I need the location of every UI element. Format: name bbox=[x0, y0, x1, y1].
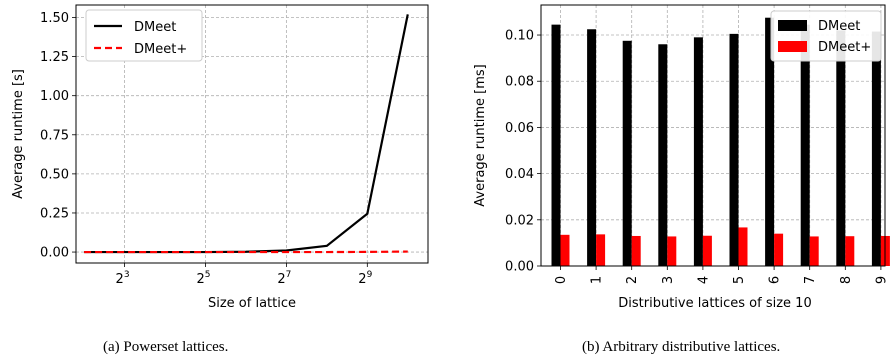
bar-dmeet-plus bbox=[809, 236, 819, 266]
x-tick-label: 23 bbox=[116, 270, 130, 287]
x-tick-label: 1 bbox=[590, 276, 605, 284]
x-axis-label: Distributive lattices of size 10 bbox=[618, 296, 811, 311]
x-tick-label: 4 bbox=[696, 276, 711, 284]
x-tick-label: 7 bbox=[803, 276, 818, 284]
bar-dmeet bbox=[587, 29, 597, 266]
plot-frame bbox=[540, 4, 886, 267]
x-tick-label: 29 bbox=[358, 270, 372, 287]
caption-left: (a) Powerset lattices. bbox=[103, 339, 229, 355]
x-tick-label: 0 bbox=[554, 276, 569, 284]
y-tick-label: 0.25 bbox=[40, 206, 69, 221]
bar-dmeet bbox=[693, 37, 703, 266]
y-tick-label: 0.75 bbox=[40, 128, 69, 143]
y-tick-label: 0.50 bbox=[40, 167, 69, 182]
bar-dmeet-plus bbox=[845, 236, 855, 266]
bar-dmeet bbox=[871, 31, 881, 266]
bar-dmeet bbox=[836, 30, 846, 267]
y-tick-label: 0.08 bbox=[505, 75, 534, 90]
y-tick-label: 1.50 bbox=[40, 11, 69, 26]
y-tick-label: 0.04 bbox=[505, 167, 534, 182]
bar-dmeet-plus bbox=[774, 233, 784, 266]
legend-label: DMeet+ bbox=[818, 40, 871, 55]
x-axis-label: Size of lattice bbox=[208, 296, 296, 311]
caption-right: (b) Arbitrary distributive lattices. bbox=[582, 339, 781, 355]
x-tick-label: 5 bbox=[732, 276, 747, 284]
bar-dmeet-plus bbox=[667, 236, 677, 266]
legend-label: DMeet bbox=[818, 19, 860, 34]
y-axis-label: Average runtime [ms] bbox=[473, 64, 488, 206]
plot-frame bbox=[75, 4, 429, 264]
bar-dmeet bbox=[765, 17, 775, 267]
y-tick-label: 0.00 bbox=[505, 260, 534, 275]
legend-swatch bbox=[778, 20, 807, 31]
y-tick-label: 0.06 bbox=[505, 121, 534, 136]
bar-dmeet-plus bbox=[702, 235, 712, 266]
y-axis-label: Average runtime [s] bbox=[11, 69, 26, 199]
x-tick-label: 6 bbox=[768, 276, 783, 284]
x-tick-label: 8 bbox=[839, 276, 854, 284]
legend-box bbox=[85, 9, 203, 62]
bar-dmeet bbox=[551, 24, 561, 266]
y-tick-label: 1.25 bbox=[40, 50, 69, 65]
x-tick-label: 27 bbox=[277, 270, 291, 287]
x-tick-label: 9 bbox=[874, 276, 889, 284]
series-line-dmeet bbox=[84, 14, 409, 254]
y-tick-label: 0.10 bbox=[505, 29, 534, 44]
bar-dmeet bbox=[622, 40, 632, 266]
y-tick-label: 0.00 bbox=[40, 246, 69, 261]
x-tick-label: 2 bbox=[625, 276, 640, 284]
bar-dmeet-plus bbox=[596, 234, 606, 266]
bar-dmeet-plus bbox=[560, 234, 570, 266]
bar-dmeet bbox=[800, 24, 810, 266]
legend-label: DMeet+ bbox=[134, 42, 187, 57]
bar-dmeet bbox=[658, 44, 668, 266]
y-tick-label: 1.00 bbox=[40, 89, 69, 104]
legend-swatch bbox=[778, 41, 807, 52]
legend-label: DMeet bbox=[134, 20, 176, 35]
y-tick-label: 0.02 bbox=[505, 213, 534, 228]
x-tick-label: 3 bbox=[661, 276, 676, 284]
bar-dmeet bbox=[729, 33, 739, 267]
bar-dmeet-plus bbox=[631, 235, 641, 266]
x-tick-label: 25 bbox=[196, 270, 210, 287]
bar-dmeet-plus bbox=[738, 227, 748, 266]
